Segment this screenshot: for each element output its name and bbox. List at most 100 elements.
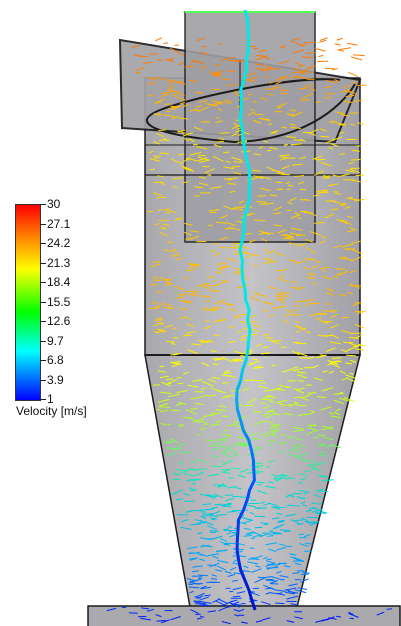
flow-streak bbox=[171, 158, 183, 165]
flow-streak bbox=[164, 284, 170, 287]
flow-streak bbox=[170, 616, 181, 621]
flow-streak bbox=[226, 423, 239, 427]
flow-streak bbox=[140, 607, 150, 610]
flow-streak bbox=[212, 555, 219, 559]
legend-tick-label: 12.6 bbox=[47, 314, 71, 328]
flow-streak bbox=[177, 382, 184, 385]
flow-streak bbox=[227, 510, 237, 513]
flow-streak bbox=[262, 346, 269, 349]
flow-streak bbox=[195, 105, 203, 108]
flow-streak bbox=[258, 67, 265, 71]
flow-streak bbox=[231, 156, 243, 161]
flow-streak bbox=[244, 404, 255, 407]
flow-streak bbox=[238, 200, 245, 204]
flow-streak bbox=[288, 583, 298, 587]
flow-streak bbox=[223, 205, 234, 211]
legend-tick-label: 30 bbox=[47, 197, 61, 211]
flow-streak bbox=[277, 519, 285, 522]
flow-streak bbox=[296, 330, 301, 333]
flow-streak bbox=[352, 81, 359, 85]
flow-streak bbox=[189, 152, 202, 156]
flow-streak bbox=[329, 121, 335, 124]
flow-streak bbox=[219, 436, 230, 441]
flow-streak bbox=[157, 175, 164, 178]
flow-streak bbox=[196, 458, 207, 464]
flow-streak bbox=[186, 578, 197, 582]
flow-streak bbox=[223, 372, 231, 375]
flow-streak bbox=[179, 293, 188, 297]
flow-streak bbox=[298, 242, 307, 247]
flow-streak bbox=[256, 55, 264, 57]
flow-streak bbox=[304, 302, 313, 307]
flow-streak bbox=[198, 575, 203, 578]
flow-streak bbox=[190, 407, 198, 410]
flow-streak bbox=[194, 596, 200, 599]
flow-streak bbox=[201, 286, 211, 290]
flow-streak bbox=[232, 595, 241, 598]
flow-streak bbox=[207, 553, 220, 556]
flow-streak bbox=[298, 443, 306, 448]
flow-streak bbox=[268, 339, 280, 345]
flow-streak bbox=[303, 491, 309, 495]
flow-streak bbox=[351, 240, 361, 244]
flow-streak bbox=[166, 423, 172, 426]
flow-streak bbox=[269, 580, 279, 584]
flow-streak bbox=[249, 295, 261, 302]
flow-streak bbox=[206, 508, 213, 511]
flow-streak bbox=[301, 56, 314, 59]
flow-streak bbox=[262, 576, 272, 579]
flow-streak bbox=[196, 617, 202, 620]
flow-streak bbox=[291, 350, 300, 356]
flow-streak bbox=[157, 112, 162, 116]
flow-streak bbox=[319, 37, 328, 41]
flow-streak bbox=[265, 542, 278, 546]
flow-streak bbox=[222, 302, 233, 306]
flow-streak bbox=[280, 76, 289, 80]
flow-streak bbox=[299, 357, 311, 359]
flow-streak bbox=[255, 620, 263, 623]
flow-streak bbox=[106, 607, 117, 612]
flow-streak bbox=[160, 619, 170, 624]
flow-streak bbox=[160, 409, 169, 413]
flow-streak bbox=[300, 497, 306, 500]
flow-streak bbox=[339, 202, 346, 206]
flow-streak bbox=[249, 511, 255, 515]
flow-streak bbox=[188, 552, 201, 555]
flow-streak bbox=[341, 316, 350, 319]
flow-streak bbox=[260, 398, 273, 401]
flow-streak bbox=[188, 586, 200, 589]
flow-streak bbox=[305, 67, 311, 71]
flow-streak bbox=[271, 364, 276, 367]
flow-streak bbox=[211, 88, 221, 91]
flow-streak bbox=[269, 130, 279, 134]
flow-streak bbox=[210, 423, 220, 426]
flow-streak bbox=[131, 45, 140, 48]
flow-streak bbox=[223, 151, 230, 154]
flow-streak bbox=[288, 476, 295, 480]
flow-streak bbox=[348, 71, 359, 77]
flow-streak bbox=[277, 277, 289, 283]
flow-streak bbox=[308, 128, 319, 135]
flow-streak bbox=[219, 246, 226, 249]
flow-streak bbox=[202, 544, 213, 548]
flow-streak bbox=[186, 331, 196, 334]
flow-streak bbox=[147, 76, 156, 81]
flow-streak bbox=[305, 509, 312, 512]
cyclone-geometry bbox=[87, 11, 401, 626]
flow-streak bbox=[351, 159, 361, 161]
flow-streak bbox=[160, 423, 167, 426]
flow-streak bbox=[335, 272, 344, 276]
flow-streak bbox=[269, 194, 278, 197]
flow-streak bbox=[215, 100, 226, 106]
flow-streak bbox=[303, 533, 311, 538]
flow-streak bbox=[263, 556, 268, 560]
flow-streak bbox=[309, 312, 322, 317]
flow-streak bbox=[299, 490, 310, 493]
flow-streak bbox=[227, 183, 237, 185]
flow-streak bbox=[273, 206, 283, 211]
flow-streak bbox=[172, 337, 179, 339]
flow-streak bbox=[356, 122, 364, 125]
flow-streak bbox=[185, 290, 197, 293]
flow-streak bbox=[166, 340, 176, 343]
flow-streak bbox=[354, 198, 365, 202]
